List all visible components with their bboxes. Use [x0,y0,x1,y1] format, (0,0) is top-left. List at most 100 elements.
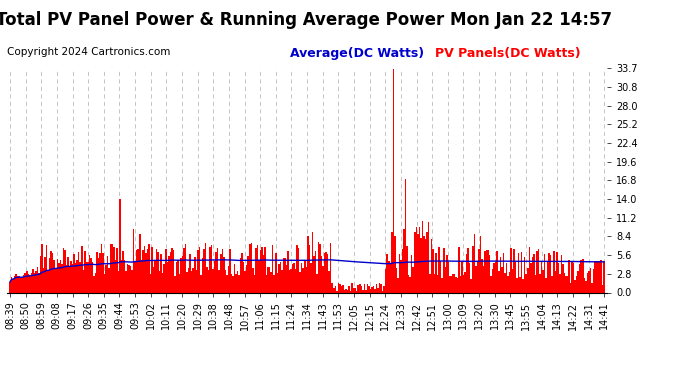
Bar [43,268,44,292]
Bar [424,239,426,292]
Bar [454,274,455,292]
Bar [126,271,127,292]
Bar [550,255,551,292]
Bar [128,265,130,292]
Bar [234,264,235,292]
Bar [341,286,342,292]
Bar [298,248,299,292]
Bar [86,262,87,292]
Bar [23,274,24,292]
Bar [32,269,34,292]
Bar [188,268,190,292]
Bar [228,266,229,292]
Bar [433,249,434,292]
Bar [307,236,308,292]
Bar [19,276,20,292]
Bar [156,249,157,292]
Bar [353,288,355,292]
Bar [101,244,102,292]
Bar [502,253,504,292]
Bar [191,272,193,292]
Bar [484,251,486,292]
Bar [364,285,365,292]
Bar [59,260,61,292]
Bar [304,261,306,292]
Bar [246,265,248,292]
Bar [230,274,233,292]
Bar [578,271,579,292]
Bar [99,253,101,292]
Bar [90,258,92,292]
Bar [172,251,174,292]
Bar [313,256,315,292]
Bar [194,256,195,292]
Bar [327,254,328,292]
Bar [168,256,170,292]
Bar [544,254,545,292]
Bar [193,268,194,292]
Bar [135,261,136,292]
Bar [150,274,151,292]
Bar [564,273,565,292]
Bar [527,268,529,292]
Bar [553,251,555,292]
Bar [107,256,108,292]
Bar [579,264,580,292]
Bar [336,291,337,292]
Bar [573,263,574,292]
Bar [460,276,462,292]
Bar [180,258,181,292]
Bar [495,262,497,292]
Bar [475,266,477,292]
Bar [130,266,131,292]
Bar [205,243,206,292]
Bar [243,261,244,292]
Bar [455,278,457,292]
Bar [520,278,521,292]
Bar [83,270,84,292]
Bar [357,285,359,292]
Bar [397,278,399,292]
Bar [275,254,277,292]
Bar [224,270,226,292]
Bar [75,264,77,292]
Bar [199,247,200,292]
Bar [377,288,379,292]
Bar [423,236,424,292]
Bar [321,256,322,292]
Bar [287,251,288,292]
Bar [299,272,301,292]
Bar [330,243,331,292]
Bar [278,264,279,292]
Bar [306,267,307,292]
Bar [108,268,110,292]
Bar [319,244,321,292]
Bar [466,254,467,292]
Bar [426,232,428,292]
Bar [201,258,203,292]
Bar [174,276,176,292]
Bar [586,273,588,292]
Bar [185,244,186,292]
Bar [152,267,155,292]
Bar [155,260,156,292]
Bar [297,245,298,292]
Bar [518,253,520,292]
Bar [562,264,564,292]
Bar [48,272,49,292]
Bar [264,247,266,292]
Bar [356,291,357,292]
Bar [506,263,507,292]
Bar [458,248,460,292]
Bar [394,236,395,292]
Bar [295,269,297,292]
Bar [545,278,547,292]
Bar [117,272,119,292]
Bar [116,248,117,292]
Bar [254,276,255,292]
Bar [35,271,37,292]
Bar [435,253,437,292]
Bar [538,249,539,292]
Bar [263,255,264,292]
Bar [190,254,191,292]
